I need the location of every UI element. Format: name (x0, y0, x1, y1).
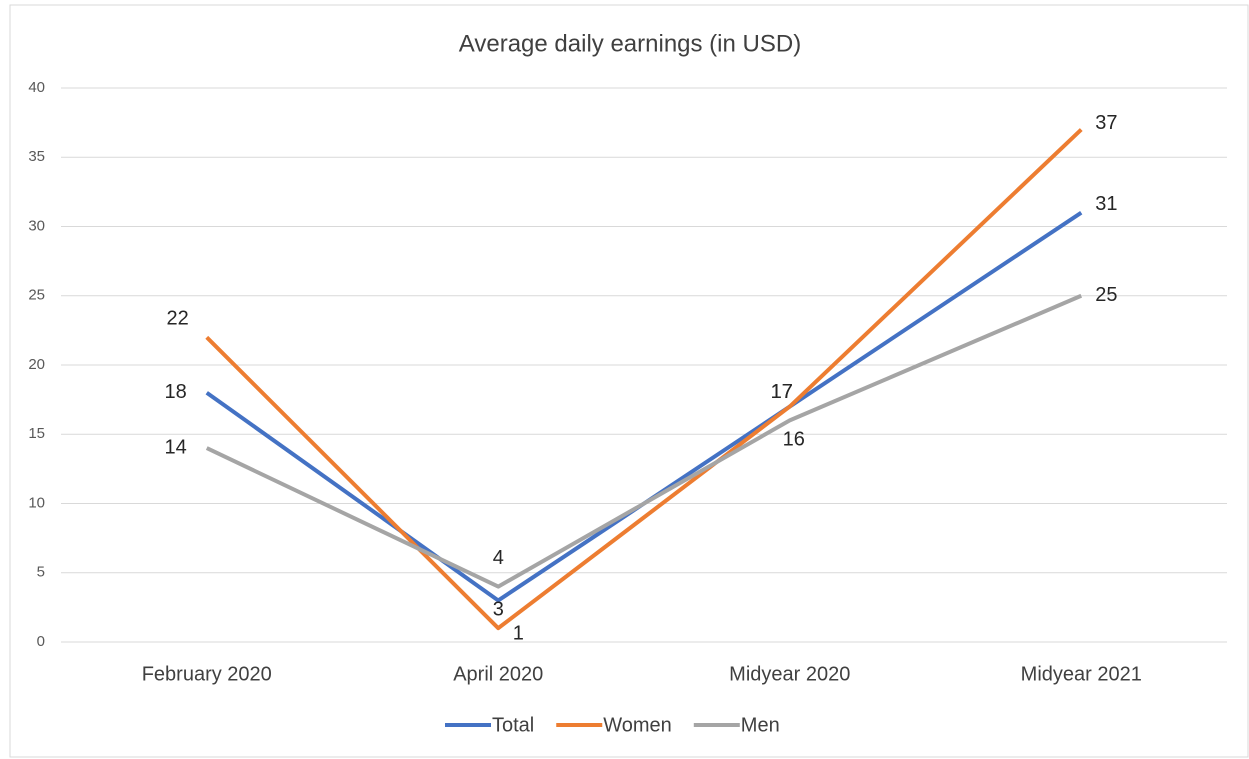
data-label: 14 (165, 436, 187, 458)
legend-label: Men (741, 714, 780, 736)
chart-frame (9, 4, 1249, 758)
data-label: 37 (1095, 112, 1117, 134)
y-tick-label: 0 (37, 633, 45, 650)
data-label: 4 (493, 547, 504, 569)
data-label: 18 (165, 381, 187, 403)
y-tick-label: 5 (37, 564, 45, 581)
legend-label: Women (603, 714, 672, 736)
chart-title: Average daily earnings (in USD) (459, 30, 801, 57)
x-tick-label: February 2020 (142, 663, 272, 685)
y-tick-label: 15 (28, 425, 45, 442)
data-label: 3 (493, 599, 504, 621)
series-line (205, 128, 1083, 631)
y-tick-label: 10 (28, 494, 45, 511)
data-label: 16 (783, 429, 805, 451)
data-label: 22 (167, 308, 189, 330)
y-tick-label: 20 (28, 356, 45, 373)
data-label: 31 (1095, 193, 1117, 215)
series-line (205, 293, 1083, 589)
data-label: 1 (513, 622, 524, 644)
y-tick-label: 30 (28, 217, 45, 234)
data-label: 25 (1095, 284, 1117, 306)
data-label: 17 (771, 381, 793, 403)
y-tick-label: 25 (28, 287, 45, 304)
data-label: 17 (771, 381, 793, 403)
legend-label: Total (492, 714, 534, 736)
y-tick-label: 35 (28, 148, 45, 165)
x-tick-label: April 2020 (453, 663, 543, 685)
y-tick-label: 40 (28, 79, 45, 96)
x-tick-label: Midyear 2020 (729, 663, 850, 685)
x-tick-label: Midyear 2021 (1021, 663, 1142, 685)
